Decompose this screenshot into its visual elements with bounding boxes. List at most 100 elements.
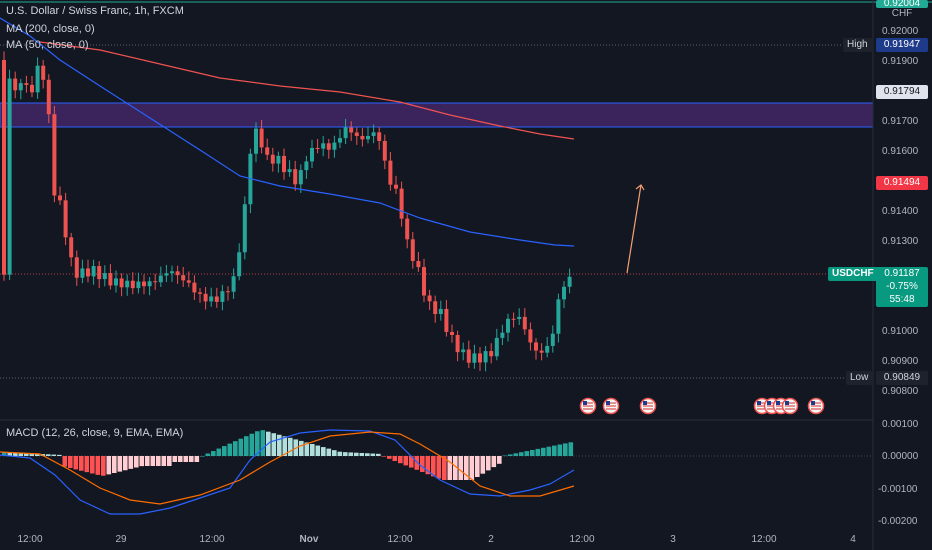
macd-axis[interactable]: 0.00100 0.00000 -0.00100 -0.00200 — [878, 419, 919, 527]
time-axis[interactable]: 12:00 29 12:00 Nov 12:00 2 12:00 3 12:00… — [17, 534, 856, 545]
macd-bar — [112, 456, 117, 473]
us-flag-icon[interactable] — [579, 397, 597, 415]
macd-bar — [343, 452, 348, 456]
macd-bar — [216, 448, 222, 456]
candle — [416, 260, 421, 268]
candle — [242, 204, 247, 253]
macd-bar — [134, 456, 139, 468]
candle — [24, 83, 29, 85]
macd-bar — [18, 452, 24, 456]
macd-bar — [403, 456, 409, 466]
candle — [500, 332, 505, 338]
candle — [18, 83, 23, 91]
macd-bar — [282, 436, 288, 456]
candle — [455, 335, 460, 353]
candle — [119, 278, 124, 288]
macd-bar — [546, 446, 552, 456]
us-flag-icon[interactable] — [781, 397, 799, 415]
candle — [58, 195, 62, 201]
macd-bar — [117, 456, 123, 472]
macd-tick: -0.00100 — [878, 484, 918, 495]
us-flag-icon[interactable] — [807, 397, 825, 415]
macd-bar — [139, 456, 145, 467]
candle — [97, 266, 102, 280]
macd-bar — [381, 456, 387, 457]
macd-bar — [524, 451, 530, 456]
candle — [472, 353, 477, 363]
symbol-title[interactable]: U.S. Dollar / Swiss Franc, 1h, FXCM — [6, 5, 184, 17]
candle — [164, 273, 169, 276]
macd-bar — [51, 454, 57, 456]
candle — [310, 147, 314, 162]
ma200-legend[interactable]: MA (200, close, 0) — [6, 23, 95, 35]
us-flag-icon[interactable] — [602, 397, 620, 415]
candle — [444, 308, 449, 332]
candle — [517, 316, 522, 320]
macd-bar — [101, 456, 106, 476]
macd-bar — [458, 456, 464, 480]
macd-bar — [7, 452, 13, 456]
macd-bar — [79, 456, 84, 471]
macd-bar — [348, 452, 354, 456]
time-tick: 12:00 — [17, 534, 42, 545]
time-tick: Nov — [300, 534, 319, 545]
candle — [237, 252, 242, 277]
price-tick: 0.91900 — [882, 56, 919, 67]
candle — [226, 291, 230, 293]
macd-bar — [244, 436, 249, 456]
macd-bar — [46, 454, 51, 456]
candle — [315, 147, 320, 149]
macd-bar — [249, 433, 255, 456]
projection-arrow[interactable] — [626, 184, 645, 274]
macd-bar — [68, 456, 73, 468]
macd-bar — [326, 448, 332, 456]
candle — [382, 140, 387, 161]
candle — [192, 282, 197, 293]
macd-bar — [497, 456, 502, 464]
signal-line — [0, 431, 575, 505]
high-label: High — [843, 38, 872, 52]
macd-legend[interactable]: MACD (12, 26, close, 9, EMA, EMA) — [6, 427, 184, 439]
candle — [332, 142, 337, 150]
candle — [349, 127, 354, 133]
candle — [539, 350, 544, 353]
macd-bar — [200, 456, 205, 457]
zone-value-tag: 0.91794 — [876, 85, 928, 99]
candle — [366, 136, 370, 140]
candle — [181, 275, 186, 281]
macd-bar — [359, 452, 365, 456]
macd-bar — [288, 437, 293, 456]
macd-bar — [211, 451, 216, 456]
price-tick: 0.92000 — [882, 26, 919, 37]
macd-bar — [62, 456, 68, 467]
supply-zone[interactable] — [0, 102, 874, 128]
candle — [282, 155, 286, 173]
candle — [13, 78, 18, 91]
us-flag-icon[interactable] — [639, 397, 657, 415]
ma50-legend[interactable]: MA (50, close, 0) — [6, 39, 89, 51]
macd-bar — [513, 453, 519, 456]
currency-label[interactable]: CHF — [891, 8, 913, 19]
candle — [522, 316, 527, 330]
low-value-tag: 0.90849 — [876, 371, 928, 385]
macd-bar — [29, 453, 35, 456]
macd-bar — [35, 453, 40, 456]
candle — [86, 268, 90, 277]
macd-bar — [150, 456, 156, 466]
candle — [198, 292, 202, 294]
price-axis[interactable]: 0.92000 0.91900 0.91700 0.91600 0.91400 … — [882, 26, 919, 397]
macd-bar — [233, 441, 238, 456]
candle — [298, 170, 303, 185]
macd-bar — [464, 456, 469, 480]
candle — [220, 291, 225, 302]
candle — [450, 331, 454, 336]
candle — [534, 342, 538, 351]
target-value-tag: 0.91494 — [876, 176, 928, 190]
ma200-line — [39, 41, 575, 140]
macd-bar — [106, 456, 112, 475]
macd-line — [0, 429, 575, 515]
time-tick: 29 — [115, 534, 127, 545]
macd-bar — [57, 454, 62, 456]
